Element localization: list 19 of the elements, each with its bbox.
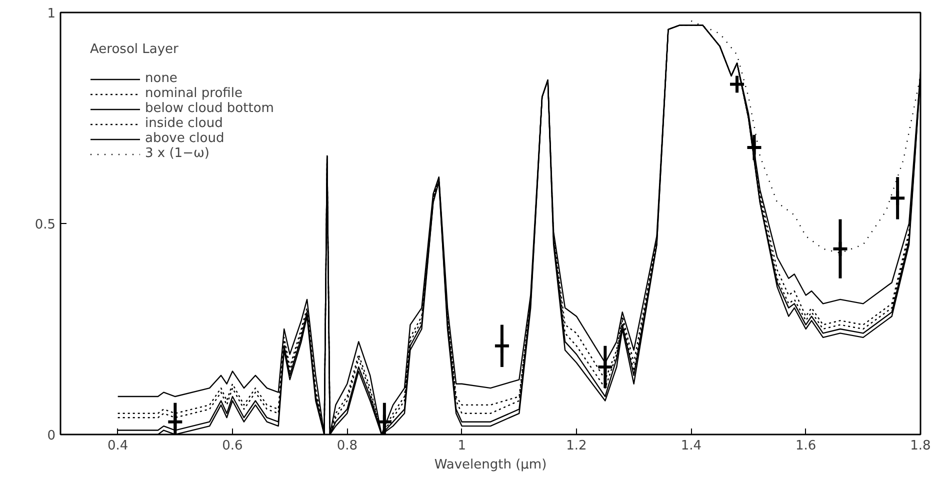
- y-tick-label: 1: [47, 6, 56, 22]
- x-tick-label: 0.8: [336, 438, 358, 454]
- y-tick-label: 0: [47, 428, 56, 444]
- legend-label: none: [145, 71, 178, 86]
- x-tick-label: 1: [458, 438, 466, 454]
- y-tick-label: 0.5: [34, 218, 56, 232]
- x-axis-title: Wavelength (μm): [434, 458, 547, 472]
- x-tick-label: 1.2: [566, 438, 587, 454]
- legend-label: inside cloud: [145, 116, 223, 131]
- x-tick-label: 1.8: [910, 438, 931, 454]
- x-tick-label: 1.4: [680, 438, 702, 454]
- x-tick-label: 1.6: [795, 438, 816, 454]
- x-tick-label: 0.4: [107, 438, 128, 454]
- legend-label: nominal profile: [145, 86, 242, 101]
- legend-label: 3 x (1−ω): [145, 146, 210, 161]
- legend-title: Aerosol Layer: [90, 42, 180, 57]
- legend-label: above cloud: [145, 131, 224, 146]
- x-tick-label: 0.6: [222, 438, 243, 454]
- legend-label: below cloud bottom: [145, 101, 274, 116]
